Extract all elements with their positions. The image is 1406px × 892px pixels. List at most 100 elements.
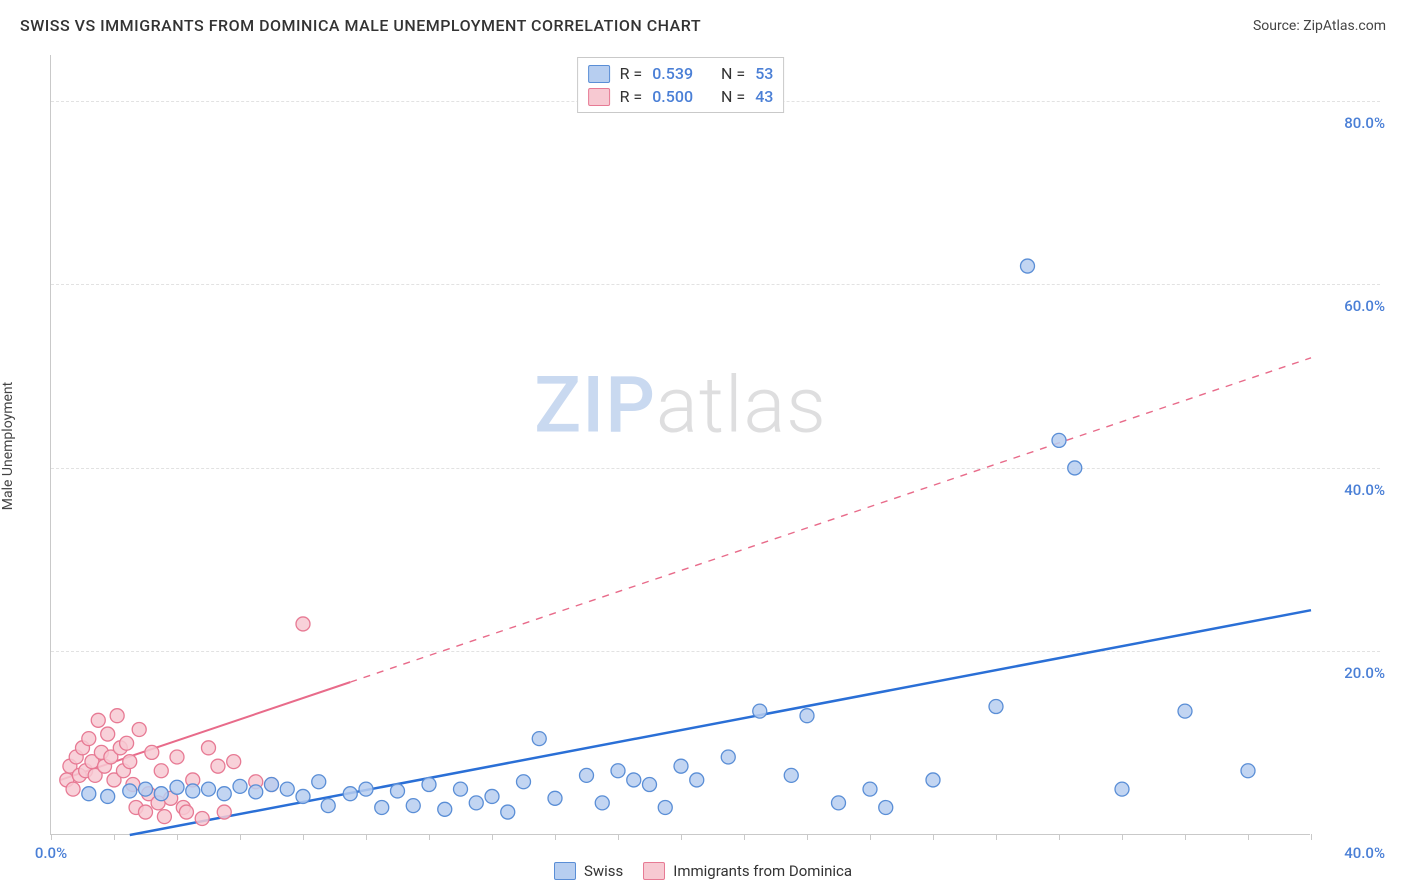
series-swiss: [82, 259, 1255, 819]
r-label: R =: [620, 87, 643, 106]
legend-item: Immigrants from Dominica: [643, 862, 852, 880]
y-tick-label: 40.0%: [1344, 481, 1385, 499]
data-point: [406, 799, 420, 813]
data-point: [139, 782, 153, 796]
x-minor-tick: [618, 834, 619, 840]
n-label: N =: [721, 87, 745, 106]
legend-item: Swiss: [554, 862, 623, 880]
data-point: [501, 805, 515, 819]
data-point: [343, 787, 357, 801]
data-point: [580, 768, 594, 782]
data-point: [154, 764, 168, 778]
data-point: [784, 768, 798, 782]
x-minor-tick: [681, 834, 682, 840]
x-minor-tick: [1185, 834, 1186, 840]
data-point: [532, 732, 546, 746]
data-point: [179, 805, 193, 819]
data-point: [375, 800, 389, 814]
legend-swatch: [643, 862, 665, 880]
x-minor-tick: [1248, 834, 1249, 840]
x-minor-tick: [1122, 834, 1123, 840]
data-point: [110, 709, 124, 723]
x-minor-tick: [303, 834, 304, 840]
data-point: [800, 709, 814, 723]
data-point: [1068, 461, 1082, 475]
data-point: [66, 782, 80, 796]
x-minor-tick: [870, 834, 871, 840]
data-point: [120, 736, 134, 750]
chart-svg: [51, 55, 1310, 834]
data-point: [82, 787, 96, 801]
x-minor-tick: [555, 834, 556, 840]
r-value: 0.500: [652, 87, 693, 106]
data-point: [195, 811, 209, 825]
data-point: [1115, 782, 1129, 796]
n-label: N =: [721, 64, 745, 83]
series-immigrants-from-dominica: [60, 617, 310, 826]
data-point: [454, 782, 468, 796]
chart-plot-area: ZIPatlas R =0.539N =53R =0.500N =43 20.0…: [50, 55, 1310, 835]
data-point: [186, 784, 200, 798]
data-point: [157, 810, 171, 824]
data-point: [91, 713, 105, 727]
n-value: 53: [755, 64, 773, 83]
data-point: [989, 700, 1003, 714]
y-tick-label: 20.0%: [1344, 664, 1385, 682]
data-point: [832, 796, 846, 810]
data-point: [154, 787, 168, 801]
data-point: [1021, 259, 1035, 273]
x-minor-tick: [1059, 834, 1060, 840]
x-minor-tick: [1311, 834, 1312, 840]
x-minor-tick: [51, 834, 52, 840]
data-point: [721, 750, 735, 764]
chart-source: Source: ZipAtlas.com: [1253, 18, 1386, 34]
data-point: [863, 782, 877, 796]
data-point: [217, 805, 231, 819]
data-point: [82, 732, 96, 746]
r-label: R =: [620, 64, 643, 83]
legend-label: Immigrants from Dominica: [673, 862, 852, 880]
data-point: [926, 773, 940, 787]
x-minor-tick: [996, 834, 997, 840]
data-point: [211, 759, 225, 773]
data-point: [321, 799, 335, 813]
data-point: [438, 802, 452, 816]
y-tick-label: 80.0%: [1344, 114, 1385, 132]
data-point: [202, 782, 216, 796]
x-minor-tick: [429, 834, 430, 840]
data-point: [123, 755, 137, 769]
data-point: [312, 775, 326, 789]
legend-correlation-row: R = 0.539 N = 53: [588, 62, 774, 85]
x-minor-tick: [114, 834, 115, 840]
x-minor-tick: [240, 834, 241, 840]
data-point: [674, 759, 688, 773]
data-point: [422, 778, 436, 792]
data-point: [170, 780, 184, 794]
data-point: [643, 778, 657, 792]
r-value: 0.539: [652, 64, 693, 83]
legend-series: Swiss Immigrants from Dominica: [0, 862, 1406, 880]
x-minor-tick: [366, 834, 367, 840]
data-point: [627, 773, 641, 787]
data-point: [658, 800, 672, 814]
data-point: [296, 617, 310, 631]
y-axis-label: Male Unemployment: [0, 382, 16, 510]
legend-label: Swiss: [584, 862, 623, 880]
legend-correlation: R =0.539N =53R =0.500N =43: [577, 57, 785, 113]
data-point: [123, 784, 137, 798]
x-minor-tick: [933, 834, 934, 840]
y-tick-label: 60.0%: [1344, 297, 1385, 315]
data-point: [132, 722, 146, 736]
x-minor-tick: [807, 834, 808, 840]
legend-swatch: [554, 862, 576, 880]
data-point: [280, 782, 294, 796]
regression-line-dashed-immigrants-from-dominica: [350, 358, 1311, 682]
data-point: [548, 791, 562, 805]
x-tick-label: 0.0%: [35, 844, 67, 862]
data-point: [145, 745, 159, 759]
data-point: [879, 800, 893, 814]
data-point: [485, 789, 499, 803]
title-row: SWISS VS IMMIGRANTS FROM DOMINICA MALE U…: [20, 16, 1386, 35]
data-point: [233, 779, 247, 793]
data-point: [595, 796, 609, 810]
